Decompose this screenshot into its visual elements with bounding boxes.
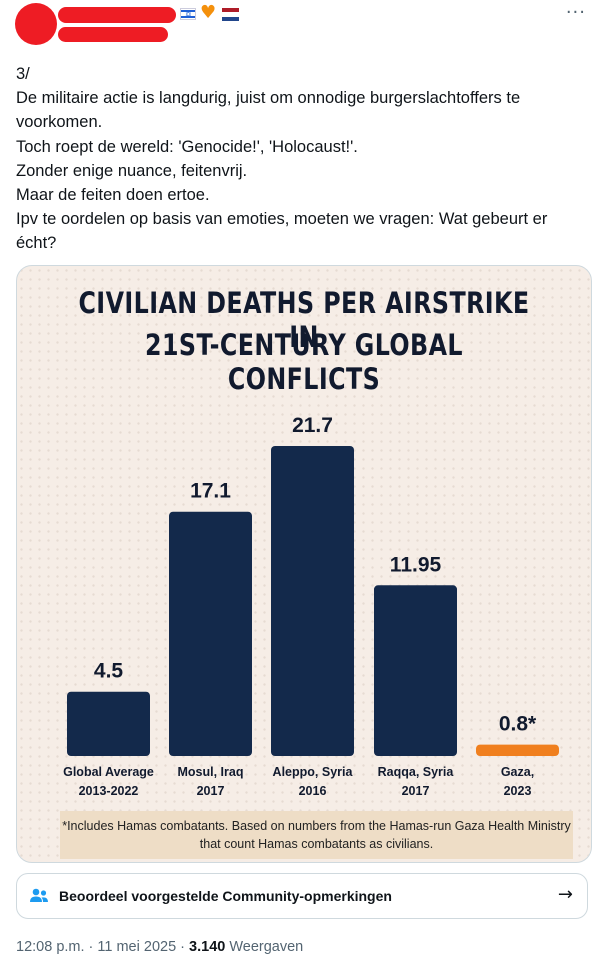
avatar-redacted[interactable]	[15, 3, 57, 45]
bar	[476, 744, 559, 756]
chart-title-line-2: 21ST-CENTURY GLOBAL CONFLICTS	[145, 328, 463, 396]
handle-redacted[interactable]	[58, 27, 168, 42]
value-label: 0.8*	[499, 713, 537, 736]
tweet-line: Zonder enige nuance, feitenvrij.	[16, 161, 248, 180]
more-options-button[interactable]: ···	[565, 2, 586, 23]
bar	[67, 691, 150, 756]
category-label: 2017	[197, 784, 225, 798]
category-label: Global Average	[63, 765, 154, 779]
category-label: Aleppo, Syria	[273, 765, 354, 779]
arrow-right-icon: →	[557, 884, 573, 905]
tweet-line: 3/	[16, 65, 30, 83]
tweet-meta: 12:08 p.m. · 11 mei 2025 · 3.140 Weergav…	[16, 939, 303, 955]
chart-title-line-1: CIVILIAN DEATHS PER AIRSTRIKE IN	[78, 286, 530, 354]
tweet-line: De militaire actie is langdurig, juist o…	[16, 89, 521, 132]
chart-footnote: *Includes Hamas combatants. Based on num…	[60, 811, 573, 859]
tweet-line: Toch roept de wereld: 'Genocide!', 'Holo…	[16, 137, 358, 156]
netherlands-flag-icon	[222, 8, 239, 21]
category-label: 2023	[504, 784, 532, 798]
tweet-line: Ipv te oordelen op basis van emoties, mo…	[16, 210, 548, 253]
value-label: 11.95	[390, 553, 442, 576]
category-label: Mosul, Iraq	[178, 765, 244, 779]
value-label: 21.7	[292, 414, 333, 437]
bar-chart: 4.5 Global Average 2013-2022 17.1 Mosul, Ira…	[63, 414, 559, 798]
israel-flag-icon: ✡	[180, 8, 196, 20]
value-label: 17.1	[190, 480, 231, 503]
category-label: Gaza,	[501, 765, 534, 779]
timestamp[interactable]: 12:08 p.m. · 11 mei 2025 ·	[16, 939, 190, 955]
bar	[271, 446, 354, 756]
bar	[374, 585, 457, 756]
community-notes-button[interactable]: Beoordeel voorgestelde Community-opmerki…	[16, 873, 588, 919]
category-label: 2017	[402, 784, 430, 798]
orange-heart-icon: ♥	[200, 2, 217, 23]
chart-image[interactable]: CIVILIAN DEATHS PER AIRSTRIKE IN 21ST-CE…	[16, 265, 592, 863]
value-label: 4.5	[94, 660, 124, 683]
view-count: 3.140	[189, 939, 226, 955]
tweet-line: Maar de feiten doen ertoe.	[16, 186, 210, 205]
category-label: Raqqa, Syria	[378, 765, 455, 779]
category-label: 2016	[299, 784, 327, 798]
people-icon	[30, 888, 48, 902]
display-name-redacted[interactable]	[58, 7, 176, 23]
community-notes-label: Beoordeel voorgestelde Community-opmerki…	[59, 888, 392, 904]
views-label: Weergaven	[225, 939, 304, 955]
tweet-text: 3/ De militaire actie is langdurig, juis…	[16, 62, 588, 256]
bar	[169, 511, 252, 756]
category-label: 2013-2022	[79, 784, 139, 798]
